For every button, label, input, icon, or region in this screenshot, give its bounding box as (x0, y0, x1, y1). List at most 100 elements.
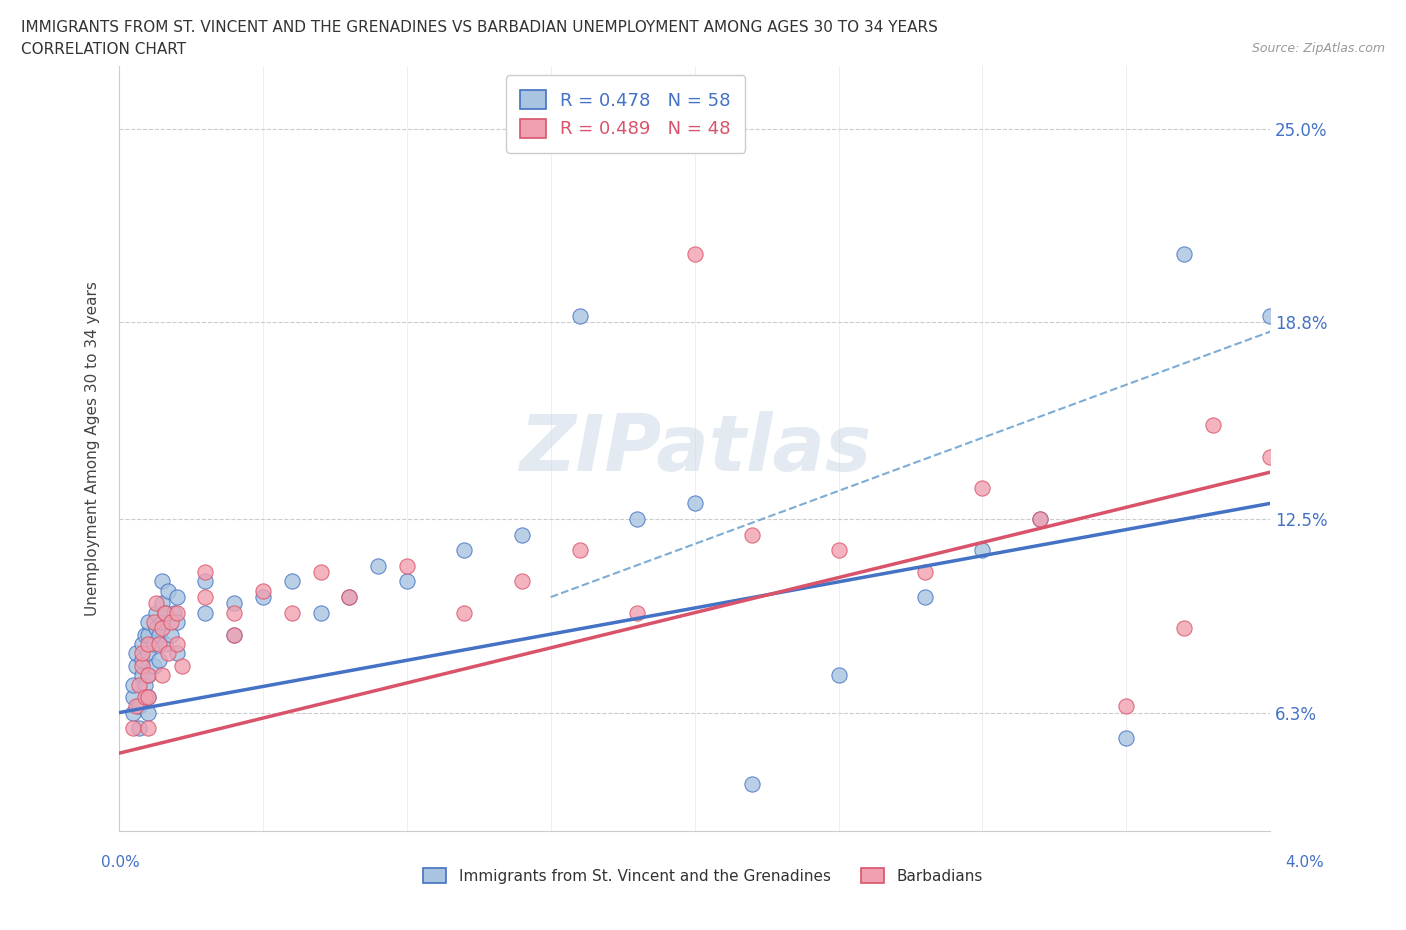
Point (568, 309, 591, 324)
Point (224, 627, 246, 642)
Point (122, 705, 145, 720)
Point (395, 574, 418, 589)
Point (136, 627, 159, 642)
Point (1346, 543, 1368, 558)
Text: Source: ZipAtlas.com: Source: ZipAtlas.com (1251, 42, 1385, 55)
Point (136, 689, 159, 704)
Point (453, 543, 475, 558)
Point (309, 605, 332, 620)
Point (150, 574, 173, 589)
Point (150, 621, 173, 636)
Point (453, 605, 475, 620)
Point (224, 596, 246, 611)
Point (156, 583, 179, 598)
Point (1316, 636, 1339, 651)
Text: CORRELATION CHART: CORRELATION CHART (21, 42, 186, 57)
Point (827, 668, 849, 683)
Point (145, 596, 167, 611)
Point (827, 543, 849, 558)
Point (134, 689, 156, 704)
Point (1173, 621, 1195, 636)
Point (156, 645, 179, 660)
Point (153, 605, 176, 620)
Point (395, 558, 418, 573)
Point (136, 668, 159, 683)
Point (1374, 325, 1396, 339)
Point (148, 652, 170, 667)
Point (1258, 309, 1281, 324)
Point (1029, 512, 1052, 526)
Point (683, 496, 706, 511)
Point (136, 636, 159, 651)
Point (160, 627, 183, 642)
Text: 0.0%: 0.0% (101, 855, 141, 870)
Legend: R = 0.478   N = 58, R = 0.489   N = 48: R = 0.478 N = 58, R = 0.489 N = 48 (506, 75, 745, 153)
Point (145, 605, 167, 620)
Point (337, 590, 360, 604)
Point (142, 615, 165, 630)
Point (1258, 449, 1281, 464)
Point (150, 615, 173, 630)
Point (972, 480, 994, 495)
Point (131, 658, 153, 673)
Point (194, 590, 217, 604)
Point (224, 605, 246, 620)
Point (280, 605, 302, 620)
Point (128, 721, 150, 736)
Point (568, 543, 591, 558)
Point (626, 605, 648, 620)
Point (510, 527, 533, 542)
Text: ZIPatlas: ZIPatlas (519, 411, 870, 486)
Point (128, 699, 150, 714)
Point (1288, 590, 1310, 604)
Point (166, 645, 188, 660)
Point (128, 677, 150, 692)
Point (194, 574, 217, 589)
Point (1115, 699, 1137, 714)
Point (166, 615, 188, 630)
Point (367, 558, 389, 573)
Point (145, 621, 167, 636)
Point (131, 668, 153, 683)
Point (122, 677, 145, 692)
Point (136, 689, 159, 704)
Point (150, 596, 173, 611)
Point (166, 605, 188, 620)
Point (125, 699, 148, 714)
Point (160, 615, 183, 630)
Point (1029, 512, 1052, 526)
Point (1173, 246, 1195, 261)
Point (741, 527, 763, 542)
Y-axis label: Unemployment Among Ages 30 to 34 years: Unemployment Among Ages 30 to 34 years (86, 281, 100, 617)
Point (1202, 418, 1225, 432)
Point (142, 658, 165, 673)
Point (125, 658, 148, 673)
Point (337, 590, 360, 604)
Text: 4.0%: 4.0% (1285, 855, 1324, 870)
Point (914, 565, 936, 579)
Point (741, 777, 763, 791)
Point (972, 543, 994, 558)
Legend: Immigrants from St. Vincent and the Grenadines, Barbadians: Immigrants from St. Vincent and the Gren… (418, 861, 988, 890)
Point (510, 574, 533, 589)
Point (122, 689, 145, 704)
Point (131, 652, 153, 667)
Point (309, 565, 332, 579)
Point (136, 705, 159, 720)
Point (1115, 730, 1137, 745)
Point (166, 590, 188, 604)
Point (148, 627, 170, 642)
Point (252, 583, 274, 598)
Point (136, 668, 159, 683)
Point (148, 636, 170, 651)
Point (136, 645, 159, 660)
Point (153, 636, 176, 651)
Point (224, 627, 246, 642)
Point (131, 645, 153, 660)
Point (280, 574, 302, 589)
Point (136, 615, 159, 630)
Point (131, 636, 153, 651)
Point (172, 658, 194, 673)
Point (150, 668, 173, 683)
Point (914, 590, 936, 604)
